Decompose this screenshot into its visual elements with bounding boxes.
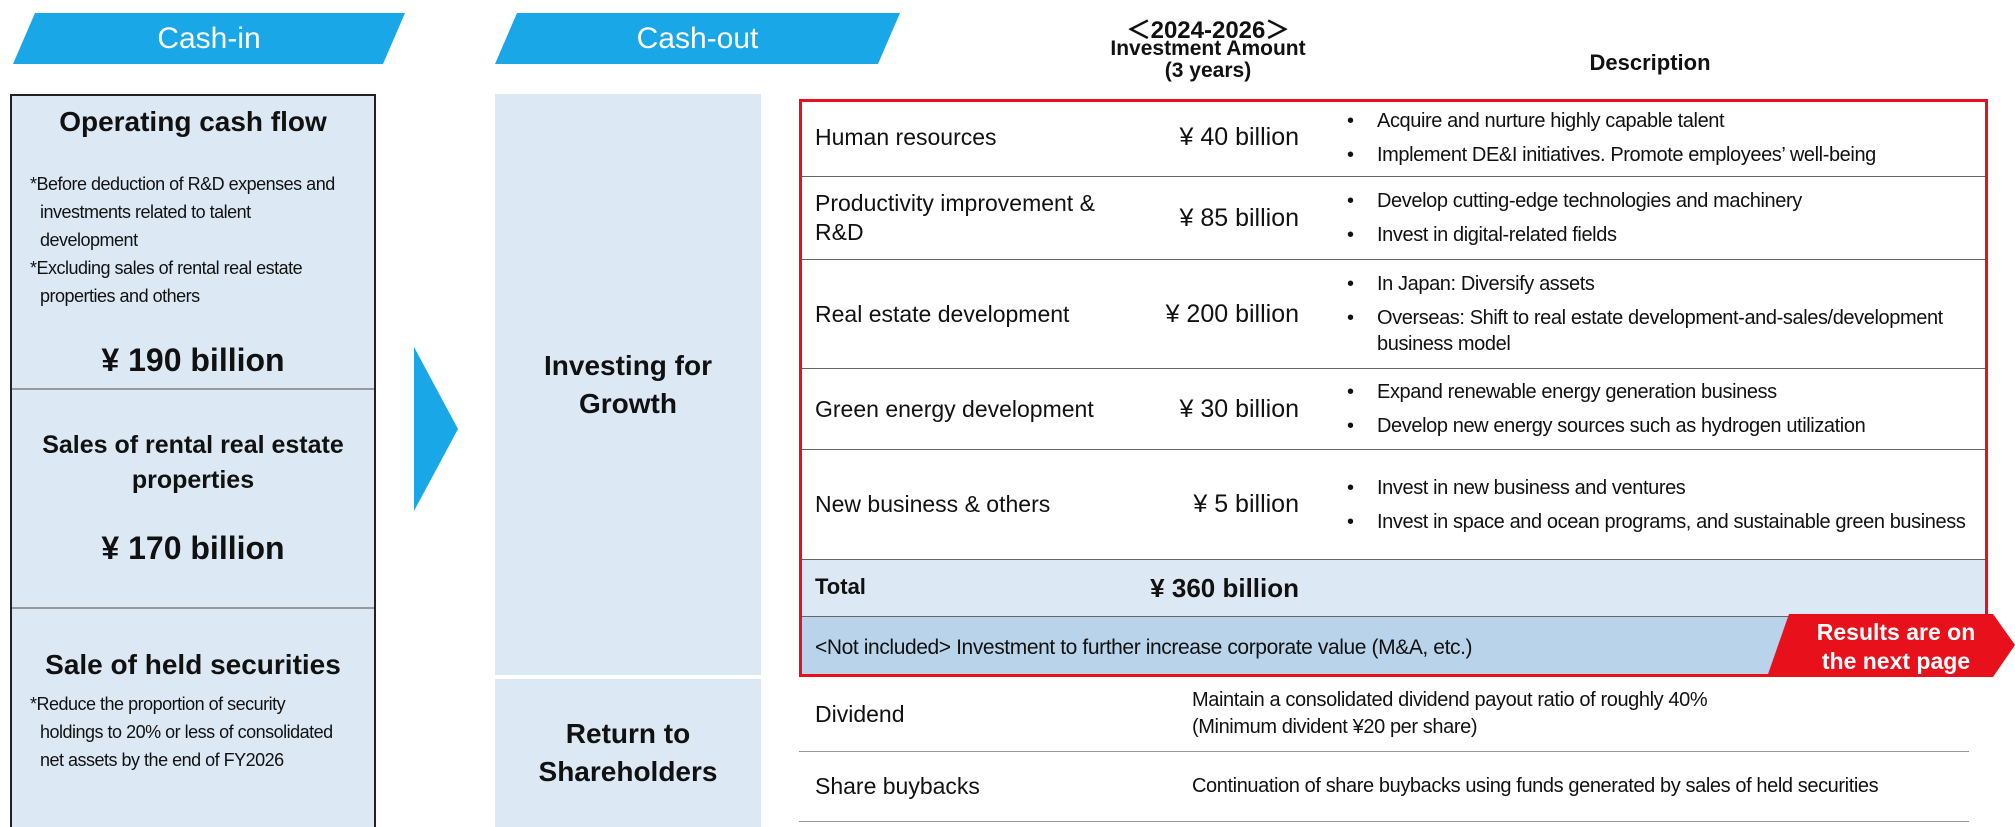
item: Green energy development <box>815 395 1094 422</box>
bullet: Expand renewable energy generation busin… <box>1347 379 1978 405</box>
amount: ¥ 170 billion <box>101 530 285 566</box>
amount: ¥ 200 billion <box>1165 299 1299 328</box>
description: Maintain a consolidated dividend payout … <box>1192 687 1969 741</box>
note: *Reduce the proportion of security holdi… <box>30 694 333 770</box>
table-row: Green energy development ¥ 30 billion Expa… <box>799 369 1988 450</box>
description: Acquire and nurture highly capable talen… <box>1347 108 1978 168</box>
description-header: Description <box>1589 50 1711 75</box>
bullet: Overseas: Shift to real estate developme… <box>1347 305 1978 357</box>
cash-in-banner: Cash-in <box>13 13 405 64</box>
amount-header: Investment Amount <box>1110 37 1306 60</box>
description: Invest in new business and ventures Inves… <box>1347 475 1978 535</box>
cash-in-box <box>10 94 376 827</box>
bullet: Implement DE&I initiatives. Promote empl… <box>1347 142 1978 168</box>
bullet: Develop new energy sources such as hydro… <box>1347 413 1978 439</box>
table-row: Real estate development ¥ 200 billion In J… <box>799 260 1988 369</box>
description-line: Continuation of share buybacks using fun… <box>1192 775 1879 797</box>
bullet: In Japan: Diversify assets <box>1347 271 1978 297</box>
description: In Japan: Diversify assets Overseas: Shif… <box>1347 271 1978 357</box>
item: Dividend <box>815 700 905 727</box>
item: Share buybacks <box>815 773 980 799</box>
amount-header: (3 years) <box>1164 59 1252 82</box>
bullet: Invest in space and ocean programs, and … <box>1347 509 1978 535</box>
period: ＜2024-2026＞ <box>1126 17 1290 44</box>
description: Develop cutting-edge technologies and ma… <box>1347 188 1978 248</box>
returns-table: Dividend Maintain a consolidated dividend… <box>799 677 1969 827</box>
amount: ¥ 190 billion <box>101 342 285 378</box>
amount: ¥ 40 billion <box>1179 123 1299 151</box>
amount: ¥ 30 billion <box>1179 394 1299 423</box>
bullet: Invest in digital-related fields <box>1347 222 1978 248</box>
group-label: Return to Shareholders <box>538 718 718 787</box>
section-title: Sales of rental real estate properties <box>42 431 344 494</box>
table-row: Productivity improvement & R&D ¥ 85 billi… <box>799 177 1988 260</box>
group-cell: Investing for Growth <box>495 94 761 675</box>
cash-in-title: Cash-in <box>157 21 261 55</box>
description-line: Maintain a consolidated dividend payout … <box>1192 689 1708 711</box>
item: Real estate development <box>815 300 1070 327</box>
table-row: Human resources ¥ 40 billion Acquire and n… <box>799 99 1988 177</box>
highlight-frame <box>799 99 1988 677</box>
note: *Before deduction of R&D expenses and in… <box>30 174 335 250</box>
total-amount: ¥ 360 billion <box>1150 572 1299 603</box>
item: Productivity improvement & R&D <box>815 190 1095 245</box>
section-title: Sale of held securities <box>45 649 341 680</box>
bullet: Develop cutting-edge technologies and ma… <box>1347 188 1978 214</box>
table-row: New business & others ¥ 5 billion Invest i… <box>799 450 1988 560</box>
cash-out-title: Cash-out <box>636 21 759 55</box>
description: Continuation of share buybacks using fun… <box>1192 773 1969 800</box>
divider <box>12 388 374 390</box>
note: *Excluding sales of rental real estate p… <box>30 258 303 306</box>
return-row: Dividend Maintain a consolidated dividend… <box>799 677 1969 752</box>
bullet: Acquire and nurture highly capable talen… <box>1347 108 1978 134</box>
group-cell: Return to Shareholders <box>495 679 761 827</box>
item: New business & others <box>815 491 1051 517</box>
arrow <box>414 347 458 511</box>
total-row: Total ¥ 360 billion <box>799 560 1988 617</box>
cash-out-banner: Cash-out <box>495 13 900 64</box>
bullet: Invest in new business and ventures <box>1347 475 1978 501</box>
not-included: <Not included> Investment to further inc… <box>815 635 1473 659</box>
return-row: Share buybacks Continuation of share buyb… <box>799 752 1969 822</box>
results-badge: Results are on the next page <box>1767 614 2015 677</box>
divider <box>12 607 374 609</box>
group-label: Investing for Growth <box>543 349 712 419</box>
amount: ¥ 85 billion <box>1179 203 1299 232</box>
description-line: (Minimum divident ¥20 per share) <box>1192 716 1478 738</box>
description: Expand renewable energy generation busin… <box>1347 379 1978 439</box>
investment-table: Human resources ¥ 40 billion Acquire and n… <box>799 99 1988 677</box>
section-title: Operating cash flow <box>59 106 327 137</box>
amount: ¥ 5 billion <box>1193 490 1299 518</box>
badge-text: Results are on the next page <box>1816 619 1976 674</box>
total-label: Total <box>815 574 866 599</box>
item: Human resources <box>815 124 997 150</box>
